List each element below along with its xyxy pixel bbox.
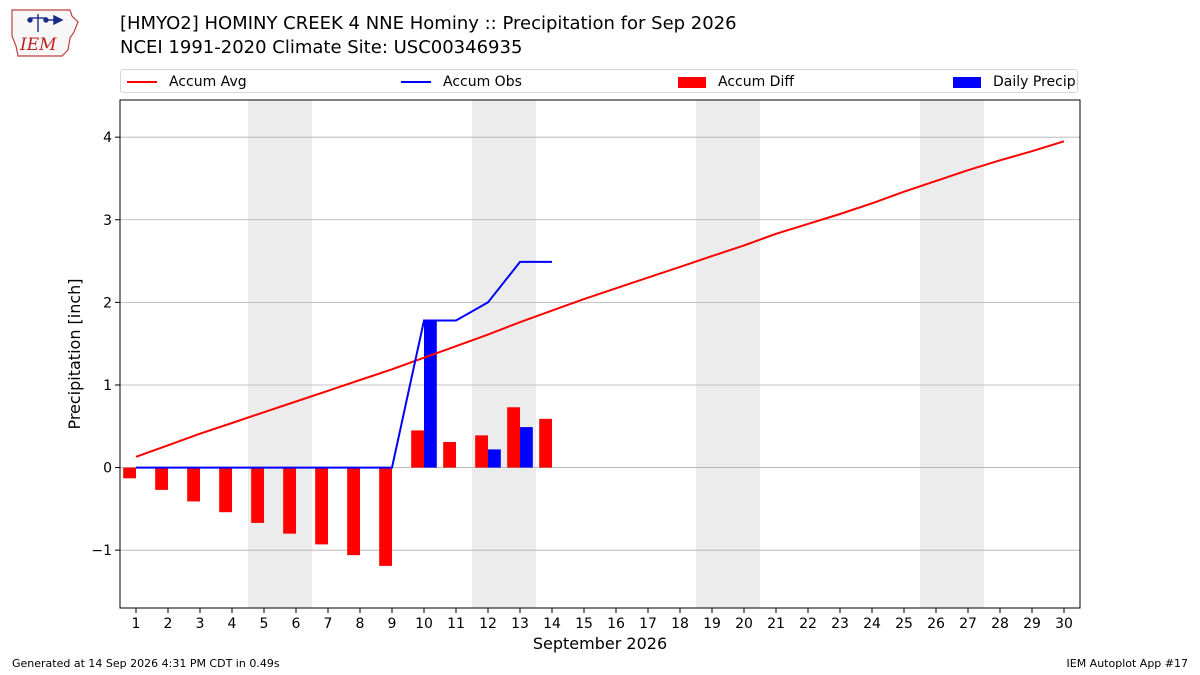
- x-tick-label: 29: [1023, 616, 1041, 632]
- accum-diff-bar: [507, 407, 520, 468]
- accum-diff-bar: [251, 467, 264, 523]
- accum-diff-bar: [123, 467, 136, 479]
- logo-text: IEM: [19, 35, 57, 55]
- x-tick-label: 17: [639, 616, 657, 632]
- legend-item-accum-avg: Accum Avg: [127, 73, 247, 91]
- weekend-band: [920, 100, 984, 608]
- accum-diff-bar: [283, 467, 296, 534]
- y-tick-label: 0: [103, 461, 112, 477]
- x-tick-label: 12: [479, 616, 497, 632]
- accum-obs-line: [136, 260, 552, 469]
- accum-avg-line: [135, 140, 1065, 458]
- accum-diff-bar: [315, 467, 328, 545]
- x-tick-label: 13: [511, 616, 529, 632]
- x-tick-label: 8: [356, 616, 365, 632]
- lines-layer: [135, 140, 1065, 469]
- x-axis-label: September 2026: [533, 634, 667, 653]
- weather-station-icon: [27, 14, 64, 32]
- x-tick-label: 11: [447, 616, 465, 632]
- legend-item-accum-diff: Accum Diff: [678, 73, 794, 91]
- x-tick-label: 15: [575, 616, 593, 632]
- accum-diff-bar: [411, 430, 424, 468]
- weekend-shading-layer: [248, 100, 984, 608]
- x-tick-label: 28: [991, 616, 1009, 632]
- accum-diff-bar: [379, 467, 392, 566]
- axes-frame-layer: [119, 99, 1081, 609]
- accum-diff-bar: [219, 467, 232, 513]
- x-tick-label: 6: [292, 616, 301, 632]
- legend-item-daily-precip: Daily Precip: [953, 73, 1076, 91]
- legend-swatch-daily-precip: [953, 76, 981, 88]
- daily-precip-bar: [520, 427, 533, 468]
- x-tick-label: 14: [543, 616, 561, 632]
- accum-diff-bar: [475, 435, 488, 468]
- accum-diff-bar: [187, 467, 200, 502]
- y-axis-label: Precipitation [inch]: [65, 278, 84, 429]
- x-tick-label: 25: [895, 616, 913, 632]
- x-tick-label: 3: [196, 616, 205, 632]
- x-tick-label: 16: [607, 616, 625, 632]
- x-tick-label: 30: [1055, 616, 1073, 632]
- x-tick-label: 7: [324, 616, 333, 632]
- x-tick-label: 1: [132, 616, 141, 632]
- x-tick-label: 23: [831, 616, 849, 632]
- x-tick-label: 18: [671, 616, 689, 632]
- legend-item-accum-obs: Accum Obs: [401, 73, 522, 91]
- x-tick-label: 24: [863, 616, 881, 632]
- x-tick-label: 4: [228, 616, 237, 632]
- accum-diff-bar: [347, 467, 360, 556]
- daily-precip-bar: [424, 320, 437, 468]
- app-label: IEM Autoplot App #17: [1066, 657, 1189, 670]
- x-tick-label: 22: [799, 616, 817, 632]
- legend-label-daily-precip: Daily Precip: [993, 74, 1076, 90]
- plot-frame: [119, 99, 1081, 609]
- weekend-band: [248, 100, 312, 608]
- x-tick-label: 20: [735, 616, 753, 632]
- weekend-band: [696, 100, 760, 608]
- y-tick-label: 4: [103, 130, 112, 146]
- y-tick-label: 3: [103, 213, 112, 229]
- x-tick-label: 10: [415, 616, 433, 632]
- legend-swatch-accum-avg: [127, 81, 157, 83]
- daily-precip-bar: [488, 449, 501, 468]
- legend-label-accum-diff: Accum Diff: [718, 74, 795, 90]
- chart-legend: Accum Avg Accum Obs Accum Diff Daily Pre…: [120, 69, 1078, 93]
- chart-subtitle: NCEI 1991-2020 Climate Site: USC00346935: [120, 37, 523, 58]
- iem-logo: IEM: [11, 9, 79, 57]
- accum-diff-bar: [539, 418, 552, 468]
- x-tick-label: 5: [260, 616, 269, 632]
- x-tick-label: 27: [959, 616, 977, 632]
- x-tick-label: 26: [927, 616, 945, 632]
- legend-label-accum-avg: Accum Avg: [169, 74, 247, 90]
- bars-layer: [123, 320, 552, 566]
- accum-diff-bar: [155, 467, 168, 490]
- legend-label-accum-obs: Accum Obs: [443, 74, 522, 90]
- x-tick-label: 9: [388, 616, 397, 632]
- weekend-band: [472, 100, 536, 608]
- x-tick-label: 21: [767, 616, 785, 632]
- y-tick-label: −1: [91, 543, 112, 559]
- accum-diff-bar: [443, 441, 456, 468]
- x-tick-label: 19: [703, 616, 721, 632]
- x-tick-label: 2: [164, 616, 173, 632]
- legend-swatch-accum-obs: [401, 81, 431, 83]
- y-tick-label: 1: [103, 378, 112, 394]
- chart-title: [HMYO2] HOMINY CREEK 4 NNE Hominy :: Pre…: [120, 13, 737, 34]
- legend-swatch-accum-diff: [678, 76, 706, 88]
- y-tick-label: 2: [103, 295, 112, 311]
- gridlines-layer: [120, 136, 1080, 551]
- generated-timestamp: Generated at 14 Sep 2026 4:31 PM CDT in …: [12, 657, 280, 670]
